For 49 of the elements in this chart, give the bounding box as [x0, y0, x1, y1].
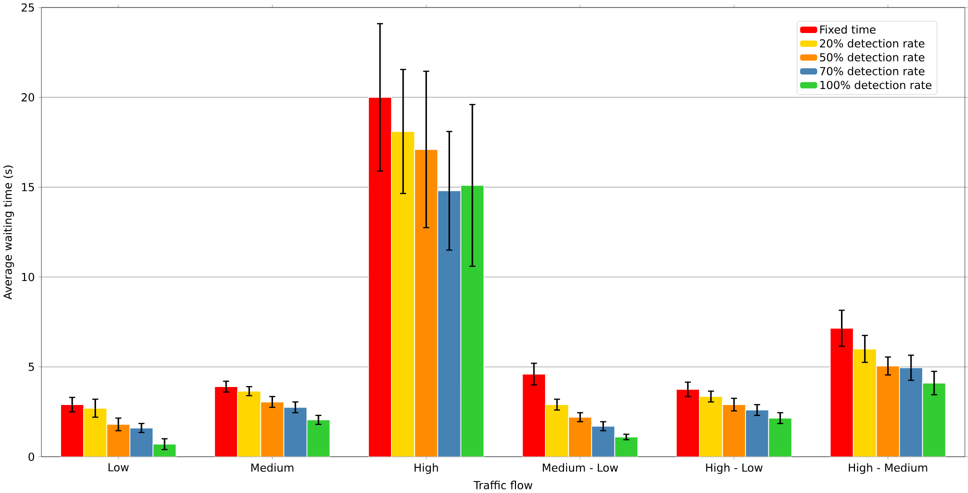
bar: [746, 410, 769, 457]
bar: [260, 402, 284, 457]
legend-label: 70% detection rate: [820, 66, 924, 76]
x-tick-label: High: [414, 463, 438, 474]
bar: [152, 444, 176, 457]
bar: [830, 328, 854, 457]
bar: [83, 408, 108, 457]
y-tick-label: 5: [28, 362, 34, 372]
bar: [852, 348, 877, 457]
x-tick-label: High - Medium: [848, 463, 928, 474]
bar: [460, 185, 484, 457]
bar: [522, 374, 546, 457]
bar: [306, 420, 330, 457]
bar: [391, 131, 416, 457]
x-tick-label: Medium: [251, 463, 294, 472]
bar: [922, 382, 946, 457]
x-tick-label: High - Low: [706, 463, 763, 474]
y-tick-label: 15: [22, 183, 34, 192]
bar: [722, 404, 746, 457]
bar: [283, 407, 308, 457]
x-axis-title: Traffic flow: [474, 480, 532, 490]
legend-label: 100% detection rate: [820, 80, 932, 90]
bar: [591, 426, 616, 457]
bar: [214, 386, 238, 457]
bar: [676, 390, 700, 457]
y-tick-label: 10: [22, 273, 34, 282]
bar: [60, 404, 84, 457]
bar: [368, 97, 392, 457]
bar: [437, 190, 462, 457]
legend-label: Fixed time: [820, 25, 876, 34]
bar: [568, 416, 592, 457]
y-tick-label: 25: [22, 4, 34, 12]
y-axis-title: Average waiting time (s): [3, 166, 14, 300]
y-tick-label: 20: [22, 93, 34, 102]
bar: [899, 368, 923, 457]
legend-label: 20% detection rate: [820, 39, 924, 48]
bar: [876, 366, 900, 457]
x-tick-label: Low: [108, 463, 129, 472]
y-tick-label: 0: [28, 452, 34, 462]
legend-label: 50% detection rate: [820, 53, 924, 62]
bar: [545, 404, 569, 457]
x-tick-label: Medium - Low: [542, 463, 618, 472]
bar: [106, 424, 130, 457]
bar: [699, 396, 722, 457]
bar: [414, 149, 438, 457]
bar: [768, 418, 792, 457]
bar: [237, 390, 262, 457]
bar: [614, 436, 638, 457]
bar: [130, 428, 154, 457]
